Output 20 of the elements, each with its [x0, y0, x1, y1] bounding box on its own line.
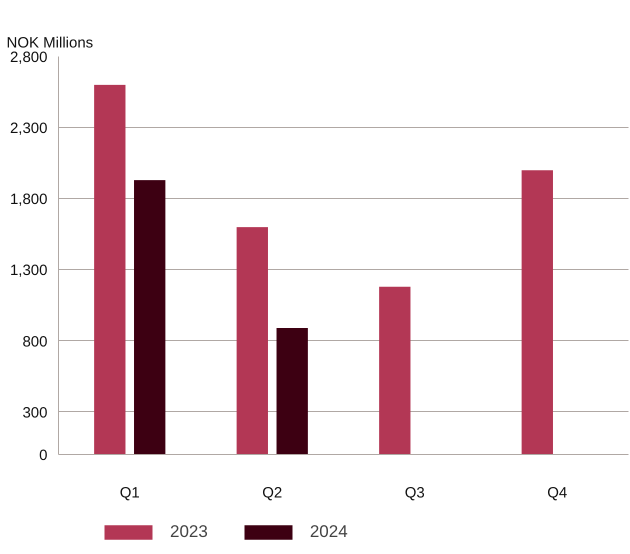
bar [276, 328, 308, 454]
bar [379, 286, 410, 454]
bar [522, 170, 553, 454]
x-tick-label: Q1 [120, 484, 140, 502]
y-axis-title: NOK Millions [6, 34, 94, 52]
y-tick-label: 2,800 [10, 49, 48, 66]
y-tick-label: 1,800 [10, 191, 48, 208]
x-tick-label: Q2 [262, 484, 282, 502]
y-tick-label: 300 [22, 404, 48, 422]
y-tick-label: 1,300 [10, 262, 48, 280]
bar [94, 84, 126, 454]
bar [236, 227, 268, 454]
y-tick-label: 800 [22, 333, 48, 350]
legend-label: 2024 [310, 522, 348, 542]
bar [134, 180, 166, 454]
y-tick-label: 2,300 [10, 120, 48, 138]
legend-label: 2023 [170, 522, 208, 542]
x-tick-label: Q4 [547, 484, 568, 502]
x-tick-label: Q3 [404, 484, 425, 502]
y-tick-label: 0 [39, 447, 48, 464]
